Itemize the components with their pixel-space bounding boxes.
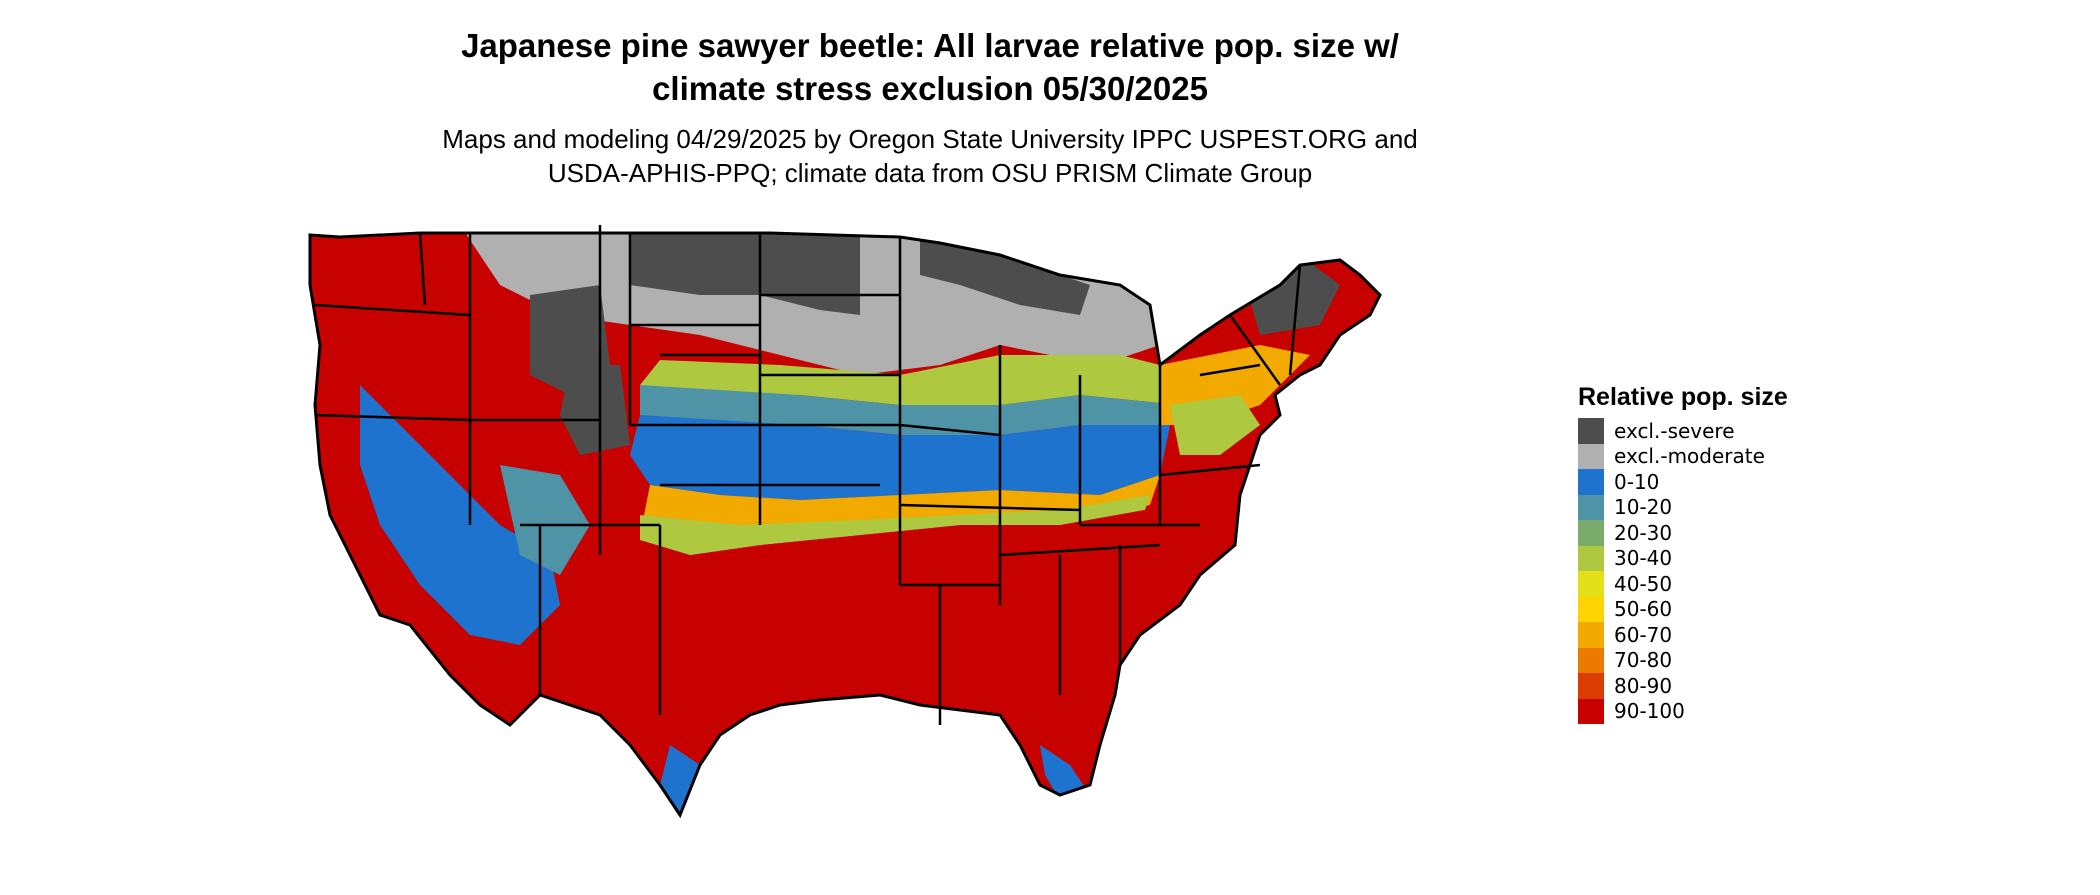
legend-swatch [1578,443,1604,469]
legend-item: 40-50 [1578,571,1878,597]
legend-label: 0-10 [1614,469,1660,494]
legend-label: 70-80 [1614,648,1673,673]
legend-item: 20-30 [1578,520,1878,546]
legend-swatch [1578,698,1604,724]
legend-label: 20-30 [1614,520,1673,545]
legend-swatch [1578,418,1604,444]
legend-swatch [1578,596,1604,622]
map-title: Japanese pine sawyer beetle: All larvae … [380,24,1480,110]
legend-item: excl.-severe [1578,418,1878,444]
legend-item: 50-60 [1578,596,1878,622]
legend-item: 70-80 [1578,647,1878,673]
legend-label: 90-100 [1614,699,1685,724]
legend-item: 90-100 [1578,698,1878,724]
legend-item: excl.-moderate [1578,443,1878,469]
legend-item: 30-40 [1578,545,1878,571]
map-subtitle: Maps and modeling 04/29/2025 by Oregon S… [380,122,1480,190]
legend-item: 0-10 [1578,469,1878,495]
legend-item: 60-70 [1578,622,1878,648]
legend-title: Relative pop. size [1578,383,1788,411]
legend-swatch [1578,571,1604,597]
legend-label: excl.-severe [1614,418,1735,443]
legend-label: 40-50 [1614,571,1673,596]
legend-swatch [1578,469,1604,495]
map-fill-layer [310,233,1380,815]
map-title-line2: climate stress exclusion 05/30/2025 [652,70,1208,107]
map-title-line1: Japanese pine sawyer beetle: All larvae … [461,27,1399,64]
legend-swatch [1578,520,1604,546]
legend-item: 80-90 [1578,673,1878,699]
legend-item: 10-20 [1578,494,1878,520]
us-outline [308,231,1382,819]
legend-swatch [1578,545,1604,571]
legend-swatch [1578,673,1604,699]
legend-label: 80-90 [1614,673,1673,698]
legend-items: excl.-severe excl.-moderate 0-10 10-20 20-30… [1578,418,1878,724]
state-borders [314,225,1302,725]
legend-label: excl.-moderate [1614,444,1765,469]
legend-label: 60-70 [1614,622,1673,647]
map-subtitle-line1: Maps and modeling 04/29/2025 by Oregon S… [442,124,1418,154]
legend-label: 50-60 [1614,597,1673,622]
map-subtitle-line2: USDA-APHIS-PPQ; climate data from OSU PR… [547,158,1313,188]
legend-swatch [1578,647,1604,673]
legend-swatch [1578,494,1604,520]
legend-label: 30-40 [1614,546,1673,571]
legend-swatch [1578,622,1604,648]
legend: Relative pop. size excl.-severe excl.-mod… [1578,382,1878,724]
legend-label: 10-20 [1614,495,1673,520]
us-population-map [308,225,1382,819]
